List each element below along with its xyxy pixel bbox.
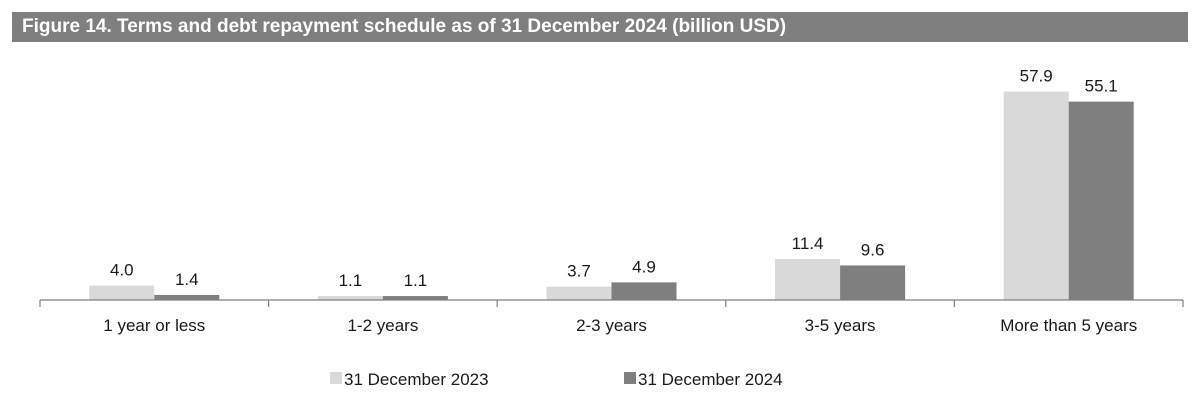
legend: 31 December 2023 31 December 2024 [330,370,783,389]
legend-label-2023: 31 December 2023 [344,370,489,389]
value-label-2023-3: 3.7 [567,262,591,281]
value-label-2024-3: 4.9 [632,257,656,276]
value-label-2024-4: 9.6 [861,240,885,259]
category-label-1: 1 year or less [103,316,205,335]
value-labels-layer: 4.0 1.4 1.1 1.1 3.7 4.9 11.4 9.6 57.9 55.1 [110,67,1118,290]
legend-swatch-2024 [624,372,636,384]
bar-2024-5 [1068,101,1134,300]
value-label-2024-2: 1.1 [404,271,428,290]
bar-2023-5 [1003,91,1069,300]
category-labels-layer: 1 year or less 1-2 years 2-3 years 3-5 year… [103,316,1137,335]
legend-label-2024: 31 December 2024 [638,370,783,389]
bar-2023-3 [546,286,612,300]
bar-2024-2 [382,296,448,300]
category-label-4: 3-5 years [805,316,876,335]
bar-2023-4 [775,258,841,300]
value-label-2024-1: 1.4 [175,270,199,289]
category-label-5: More than 5 years [1000,316,1137,335]
category-label-3: 2-3 years [576,316,647,335]
value-label-2023-5: 57.9 [1020,67,1053,86]
x-axis [39,299,1184,307]
value-label-2024-5: 55.1 [1085,77,1118,96]
chart-title: Figure 14. Terms and debt repayment sche… [12,12,1188,42]
value-label-2023-2: 1.1 [339,271,363,290]
category-label-2: 1-2 years [347,316,418,335]
legend-swatch-2023 [330,372,342,384]
value-label-2023-1: 4.0 [110,261,134,280]
bar-2024-3 [611,282,677,300]
bar-2024-1 [154,294,220,300]
bar-2023-1 [89,285,155,300]
bar-2024-4 [840,265,906,300]
value-label-2023-4: 11.4 [792,234,824,253]
bars-layer [89,91,1134,300]
bar-2023-2 [317,296,383,300]
